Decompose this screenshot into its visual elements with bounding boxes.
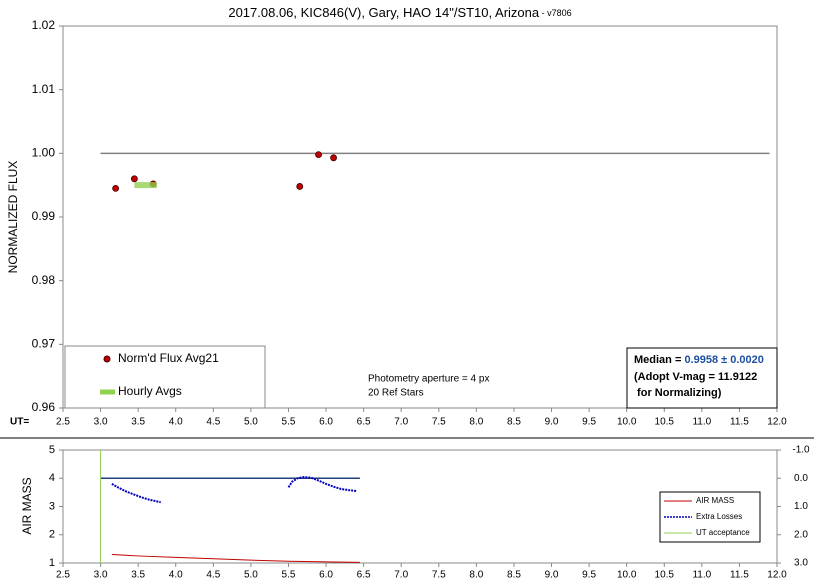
x-tick-label: 6.5: [357, 570, 371, 581]
x-tick-label: 11.5: [730, 417, 749, 428]
x-tick-label: 5.0: [244, 417, 258, 428]
median-text: Median = 0.9958 ± 0.0020: [634, 354, 764, 366]
y2-tick-label: 2.0: [794, 529, 808, 540]
series-line: [287, 476, 357, 492]
x-tick-label: 4.5: [206, 417, 220, 428]
x-tick-label: 9.5: [582, 570, 596, 581]
y-axis-label: NORMALIZED FLUX: [6, 161, 20, 274]
data-point: [130, 175, 138, 183]
x-tick-label: 4.0: [169, 417, 183, 428]
legend-marker: [103, 355, 111, 363]
x-tick-label: 10.5: [655, 417, 675, 428]
x-tick-label: 7.0: [394, 417, 408, 428]
y-tick-label: 1.00: [32, 146, 56, 160]
median-label: Median =: [634, 354, 684, 366]
x-tick-label: 11.0: [692, 417, 711, 428]
annotation: Photometry aperture = 4 px: [368, 374, 489, 385]
x-tick-label: 2.5: [56, 570, 70, 581]
x-tick-label: 6.0: [319, 417, 333, 428]
x-tick-label: 9.5: [582, 417, 596, 428]
annotation: 20 Ref Stars: [368, 388, 424, 399]
y2-tick-label: 0.0: [794, 473, 808, 484]
x-axis-label: UT=: [10, 417, 29, 428]
y2-tick-label: 1.0: [794, 501, 808, 512]
data-point: [315, 151, 322, 159]
x-tick-label: 7.5: [432, 570, 446, 581]
x-tick-label: 12.0: [767, 417, 787, 428]
series-line: [111, 554, 360, 563]
data-point: [112, 184, 120, 192]
data-point: [296, 183, 304, 190]
y-tick-label: 1.02: [32, 18, 56, 32]
x-tick-label: 5.5: [282, 417, 296, 428]
y-tick-label: 3: [49, 500, 55, 512]
x-tick-label: 10.5: [655, 570, 675, 581]
x-tick-label: 5.5: [282, 570, 296, 581]
y-tick-label: 0.97: [32, 337, 56, 351]
x-tick-label: 4.5: [206, 570, 220, 581]
x-tick-label: 9.0: [545, 417, 559, 428]
title: 2017.08.06, KIC846(V), Gary, HAO 14"/ST1…: [228, 5, 540, 20]
median-value: 0.9958 ± 0.0020: [684, 354, 763, 366]
x-tick-label: 5.0: [244, 570, 258, 581]
legend: [64, 345, 266, 409]
legend-label: Extra Losses: [696, 512, 742, 521]
y-tick-label: 1.01: [32, 82, 56, 96]
y-tick-label: 0.99: [32, 209, 56, 223]
y-tick-label: 2: [49, 529, 55, 541]
x-tick-label: 4.0: [169, 570, 183, 581]
y-tick-label: 0.98: [32, 273, 56, 287]
x-tick-label: 8.5: [507, 417, 521, 428]
x-tick-label: 6.5: [357, 417, 371, 428]
median-line: for Normalizing): [634, 387, 722, 399]
chart-title: 2017.08.06, KIC846(V), Gary, HAO 14"/ST1…: [228, 5, 571, 20]
x-tick-label: 3.5: [131, 417, 145, 428]
data-point: [330, 154, 337, 162]
legend-label: UT acceptance: [696, 528, 750, 537]
y-axis-label: AIR MASS: [20, 477, 34, 534]
x-tick-label: 3.0: [94, 417, 108, 428]
x-tick-label: 10.0: [617, 417, 637, 428]
series-line: [111, 483, 161, 504]
x-tick-label: 7.0: [394, 570, 408, 581]
y-tick-label: 0.96: [32, 400, 56, 414]
x-tick-label: 8.0: [469, 570, 483, 581]
x-tick-label: 2.5: [56, 417, 70, 428]
y2-tick-label: 3.0: [794, 558, 808, 569]
median-line: (Adopt V-mag = 11.9122: [634, 371, 757, 383]
legend-label: AIR MASS: [696, 496, 734, 505]
x-tick-label: 11.5: [730, 570, 749, 581]
y2-tick-label: -1.0: [792, 445, 810, 456]
x-tick-label: 10.0: [617, 570, 637, 581]
x-tick-label: 11.0: [692, 570, 711, 581]
y-tick-label: 4: [49, 472, 55, 484]
y-tick-label: 1: [49, 557, 55, 569]
x-tick-label: 9.0: [545, 570, 559, 581]
legend-label: Hourly Avgs: [118, 384, 182, 398]
x-tick-label: 8.5: [507, 570, 521, 581]
legend-label: Norm'd Flux Avg21: [118, 351, 219, 365]
x-tick-label: 6.0: [319, 570, 333, 581]
median-box: [626, 347, 778, 409]
title-suffix: - v7806: [539, 8, 572, 18]
y-tick-label: 5: [49, 444, 55, 456]
x-tick-label: 3.5: [131, 570, 145, 581]
x-tick-label: 7.5: [432, 417, 446, 428]
x-tick-label: 12.0: [767, 570, 787, 581]
x-tick-label: 3.0: [94, 570, 108, 581]
x-tick-label: 8.0: [469, 417, 483, 428]
